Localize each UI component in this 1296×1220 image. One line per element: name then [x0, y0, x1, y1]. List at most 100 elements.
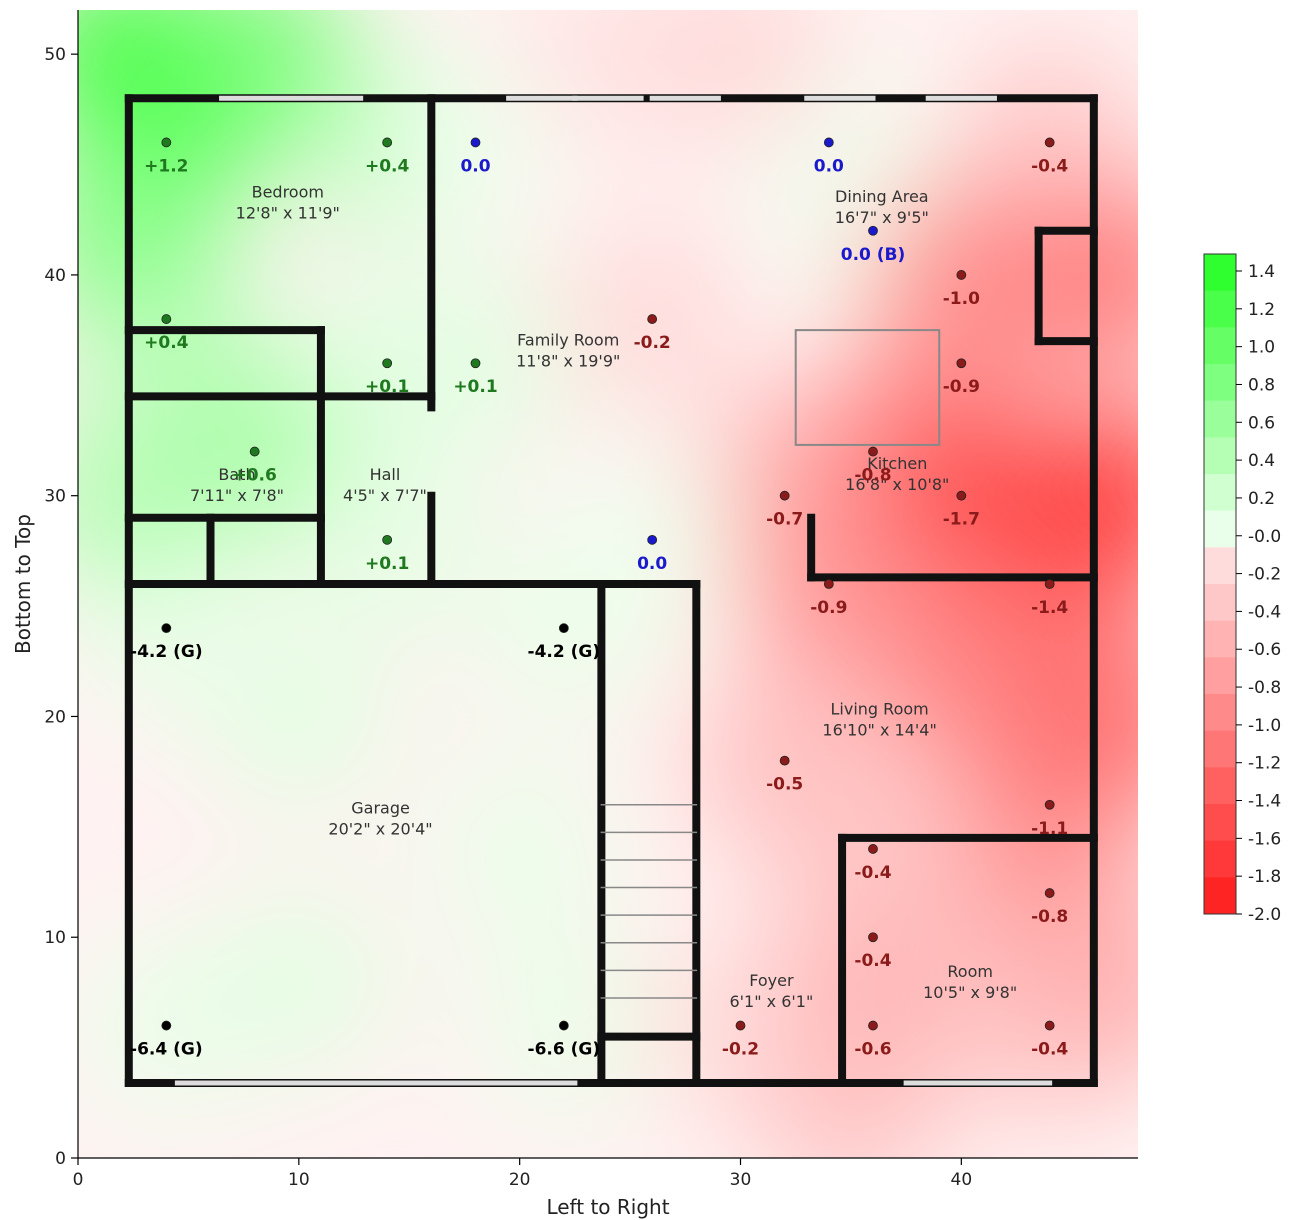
room-dims-label: 20'2" x 20'4"	[328, 820, 432, 839]
room-name-label: Room	[947, 962, 993, 981]
room-name-label: Family Room	[517, 331, 619, 350]
colorbar-band	[1204, 510, 1236, 548]
room-labels: Bedroom 12'8" x 11'9" Family Room 11'8" x 1…	[190, 183, 1017, 1011]
measurement-point	[868, 446, 878, 457]
measurement-label: -0.2	[634, 333, 671, 353]
measurement-label: 0.0	[814, 156, 844, 176]
measurement-label: +0.1	[365, 377, 409, 397]
heat-blob	[645, 10, 836, 150]
measurement-label: -0.4	[854, 863, 891, 883]
heat-blob	[755, 1018, 946, 1158]
colorbar-tick-label: -2.0	[1248, 905, 1281, 925]
room-dims-label: 10'5" x 9'8"	[923, 983, 1017, 1002]
measurement-point	[161, 1020, 172, 1031]
measurement-point	[382, 358, 393, 369]
measurement-label: -4.2 (G)	[528, 642, 601, 662]
colorbar-tick-label: 0.4	[1248, 451, 1275, 471]
measurement-point	[779, 755, 790, 766]
measurement-label: -0.4	[1031, 156, 1068, 176]
measurement-point	[1044, 799, 1055, 810]
colorbar-tick-label: 0.6	[1248, 413, 1275, 433]
measurement-label: 0.0	[637, 554, 667, 574]
measurement-point	[868, 844, 878, 854]
measurement-point	[470, 358, 481, 369]
room-dims-label: 7'11" x 7'8"	[190, 486, 284, 505]
heat-blob	[203, 886, 394, 1077]
colorbar-band	[1204, 694, 1236, 732]
heat-blob	[78, 135, 218, 326]
y-tick-label: 10	[44, 928, 66, 948]
measurement-point	[1044, 888, 1055, 898]
measurement-point	[647, 534, 658, 545]
measurement-point	[823, 579, 834, 589]
room-name-label: Hall	[370, 465, 401, 484]
room-name-label: Bedroom	[252, 183, 324, 202]
measurement-label: +1.2	[144, 156, 188, 176]
colorbar-band	[1204, 364, 1236, 402]
measurement-point	[956, 490, 967, 501]
x-tick-label: 10	[288, 1170, 310, 1190]
measurement-label: -0.9	[943, 377, 980, 397]
heat-blob	[424, 753, 615, 944]
measurement-point	[735, 1020, 746, 1031]
measurement-point	[956, 358, 967, 369]
measurement-point	[868, 1020, 878, 1031]
measurement-label: -6.4 (G)	[130, 1040, 203, 1060]
measurement-label: -0.6	[854, 1040, 891, 1060]
room-dims-label: 12'8" x 11'9"	[236, 204, 340, 223]
heat-blob	[78, 400, 218, 591]
measurement-point	[249, 446, 260, 457]
heat-blob	[866, 577, 1057, 768]
colorbar-bands	[1203, 253, 1237, 915]
measurement-label: -0.8	[1031, 907, 1068, 927]
colorbar-tick-label: 0.2	[1248, 489, 1275, 509]
room-dims-label: 11'8" x 19'9"	[516, 352, 620, 371]
y-tick-label: 50	[44, 45, 66, 65]
colorbar-band	[1204, 437, 1236, 475]
room-name-label: Foyer	[749, 971, 794, 990]
heat-blob	[203, 621, 394, 812]
room-name-label: Garage	[351, 799, 410, 818]
measurement-point	[868, 225, 878, 236]
room-name-label: Kitchen	[867, 454, 927, 473]
colorbar-band	[1204, 657, 1236, 695]
measurement-point	[382, 534, 393, 545]
measurement-point	[868, 932, 878, 943]
measurement-label: 0.0	[460, 156, 490, 176]
colorbar-tick-label: -1.0	[1248, 716, 1281, 736]
y-tick-label: 0	[55, 1149, 66, 1169]
colorbar-tick-label: -0.4	[1248, 602, 1281, 622]
colorbar-tick-label: 1.0	[1248, 338, 1275, 358]
colorbar-band	[1204, 767, 1236, 805]
measurement-label: -0.2	[722, 1040, 759, 1060]
colorbar-band	[1204, 400, 1236, 438]
measurement-point	[1044, 137, 1055, 148]
room-name-label: Bath	[218, 465, 255, 484]
measurement-label: -0.8	[854, 466, 891, 486]
measurement-label: -0.4	[854, 951, 891, 971]
measurement-label: +0.1	[365, 554, 409, 574]
measurement-point	[823, 137, 834, 148]
measurement-point	[647, 314, 658, 324]
colorbar-tick-label: 1.2	[1248, 300, 1275, 320]
heat-blob	[159, 10, 350, 150]
colorbar-band	[1204, 254, 1236, 292]
colorbar: 1.4 1.2 1.0 0.8 0.6 0.4 0.2 -0.0 -0.2 -0.4 -0.6 -0.…	[1203, 253, 1281, 925]
measurement-label: +0.6	[232, 466, 276, 486]
colorbar-tick-label: -0.8	[1248, 678, 1281, 698]
measurement-point	[161, 623, 172, 634]
measurement-label: -1.7	[943, 510, 980, 530]
colorbar-frame	[1203, 253, 1237, 915]
measurement-label: -1.1	[1031, 819, 1068, 839]
measurement-point	[161, 137, 172, 148]
colorbar-tick-label: -1.8	[1248, 867, 1281, 887]
measurement-point	[161, 314, 172, 324]
measurement-label: +0.4	[144, 333, 189, 353]
axes: 0 10 20 30 40 0 10 20 30 40 50	[44, 10, 1138, 1190]
heat-blob	[1020, 400, 1138, 591]
measurement-point	[382, 137, 393, 148]
colorbar-band	[1204, 620, 1236, 658]
colorbar-band	[1204, 547, 1236, 585]
measurement-point	[956, 270, 967, 280]
colorbar-tick-label: 1.4	[1248, 262, 1275, 282]
